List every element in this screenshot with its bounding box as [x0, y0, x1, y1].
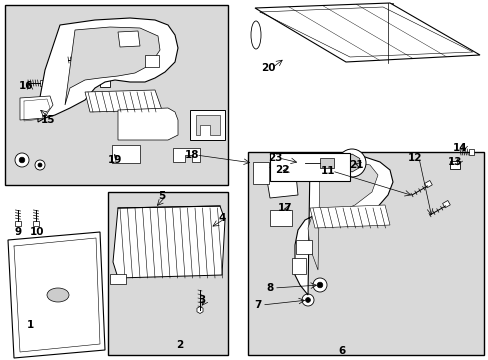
Text: 9: 9 — [15, 227, 21, 237]
Bar — [15, 221, 21, 226]
Circle shape — [38, 163, 42, 167]
Text: 4: 4 — [218, 213, 225, 223]
Circle shape — [35, 160, 45, 170]
Polygon shape — [294, 155, 392, 295]
Circle shape — [19, 157, 25, 163]
Polygon shape — [190, 110, 224, 140]
Circle shape — [305, 298, 310, 302]
Bar — [112, 145, 140, 163]
Polygon shape — [173, 148, 200, 162]
Bar — [468, 149, 473, 155]
Text: 7: 7 — [254, 300, 261, 310]
Text: 8: 8 — [266, 283, 273, 293]
Polygon shape — [118, 108, 178, 140]
Polygon shape — [113, 206, 224, 278]
Polygon shape — [196, 115, 220, 135]
Circle shape — [317, 282, 322, 288]
Circle shape — [312, 278, 326, 292]
Polygon shape — [20, 96, 53, 120]
Polygon shape — [254, 3, 479, 62]
Polygon shape — [309, 205, 389, 228]
Bar — [319, 158, 333, 168]
Polygon shape — [38, 18, 178, 122]
Text: 21: 21 — [348, 160, 363, 170]
Text: 13: 13 — [447, 157, 461, 167]
Bar — [40, 80, 45, 86]
Bar — [145, 55, 159, 67]
Text: 22: 22 — [274, 165, 289, 175]
Bar — [148, 40, 154, 46]
Circle shape — [302, 294, 313, 306]
Polygon shape — [264, 165, 297, 198]
Polygon shape — [8, 232, 105, 358]
Bar — [449, 161, 459, 169]
Text: 1: 1 — [26, 320, 34, 330]
Text: 6: 6 — [338, 346, 345, 356]
Circle shape — [206, 225, 213, 231]
Bar — [164, 49, 175, 57]
Polygon shape — [307, 161, 377, 270]
Text: 17: 17 — [277, 203, 292, 213]
Bar — [442, 201, 449, 208]
Text: 18: 18 — [184, 150, 199, 160]
Bar — [5, 5, 227, 185]
Text: 2: 2 — [176, 340, 183, 350]
Text: 16: 16 — [19, 81, 33, 91]
Text: 23: 23 — [267, 153, 282, 163]
Bar — [295, 240, 311, 254]
Circle shape — [202, 220, 218, 236]
Text: 15: 15 — [41, 115, 55, 125]
Text: 3: 3 — [198, 295, 205, 305]
Text: 14: 14 — [452, 143, 467, 153]
Ellipse shape — [47, 288, 69, 302]
Bar — [269, 210, 291, 226]
Polygon shape — [85, 90, 162, 112]
Text: 5: 5 — [158, 191, 165, 201]
Bar — [252, 162, 268, 184]
Bar — [80, 57, 85, 63]
Polygon shape — [118, 31, 140, 47]
Bar — [110, 274, 126, 284]
Polygon shape — [65, 27, 160, 105]
Bar — [100, 79, 110, 87]
Polygon shape — [197, 306, 203, 314]
Text: 20: 20 — [260, 63, 275, 73]
Bar — [269, 153, 349, 181]
Bar — [247, 152, 483, 355]
Bar — [108, 192, 227, 355]
Bar — [384, 3, 392, 13]
Bar — [295, 160, 304, 167]
Circle shape — [15, 153, 29, 167]
Bar — [424, 180, 431, 188]
Text: 10: 10 — [30, 227, 44, 237]
Bar — [33, 221, 39, 226]
Text: 19: 19 — [107, 155, 122, 165]
Text: 11: 11 — [320, 166, 335, 176]
Text: 12: 12 — [407, 153, 421, 163]
Ellipse shape — [250, 21, 261, 49]
Polygon shape — [344, 154, 359, 172]
Bar — [291, 258, 305, 274]
Circle shape — [337, 149, 365, 177]
